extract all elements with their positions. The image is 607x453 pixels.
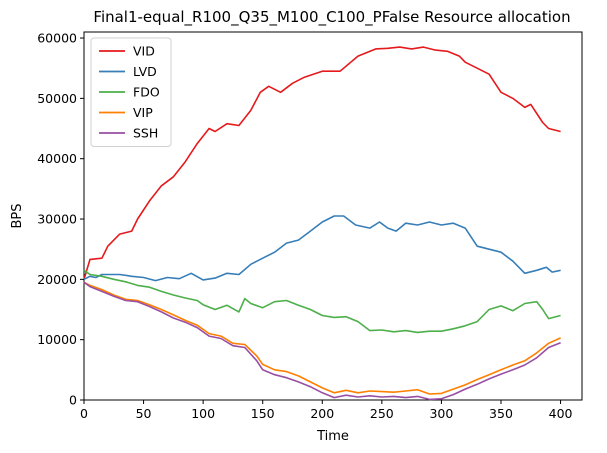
series-line-vip [83, 281, 561, 395]
y-tick-label: 40000 [37, 151, 77, 166]
x-tick-label: 200 [310, 406, 334, 421]
x-tick-label: 300 [429, 406, 453, 421]
legend-box [90, 37, 172, 147]
legend-label-vid: VID [133, 44, 155, 59]
x-tick-label: 400 [549, 406, 573, 421]
plot-area-frame [83, 31, 583, 401]
x-tick-label: 0 [80, 406, 88, 421]
chart-title: Final1-equal_R100_Q35_M100_C100_PFalse R… [93, 8, 570, 27]
x-tick-label: 50 [136, 406, 152, 421]
series-line-lvd [83, 215, 561, 282]
y-tick-label: 30000 [37, 212, 77, 227]
y-tick-label: 10000 [37, 332, 77, 347]
x-tick-label: 250 [370, 406, 394, 421]
series-line-vid [83, 46, 561, 280]
axis-ticks: 0 50 100 150 200 250 300 350 400 0 10000 20000 30000… [37, 31, 572, 421]
legend-label-fdo: FDO [133, 85, 160, 100]
series-line-fdo [83, 269, 561, 334]
x-tick-label: 350 [489, 406, 513, 421]
legend-label-lvd: LVD [133, 64, 157, 79]
y-axis-label: BPS [10, 203, 25, 228]
y-tick-label: 60000 [37, 31, 77, 46]
x-tick-label: 150 [251, 406, 275, 421]
series-line-ssh [83, 281, 561, 401]
series-layer [83, 46, 561, 401]
x-axis-label: Time [316, 429, 349, 444]
y-tick-label: 0 [69, 393, 77, 408]
legend-label-ssh: SSH [133, 126, 158, 141]
y-tick-label: 50000 [37, 91, 77, 106]
y-tick-label: 20000 [37, 272, 77, 287]
legend-label-vip: VIP [133, 105, 153, 120]
legend: VID LVD FDO VIP SSH [90, 37, 172, 147]
x-tick-label: 100 [191, 406, 215, 421]
